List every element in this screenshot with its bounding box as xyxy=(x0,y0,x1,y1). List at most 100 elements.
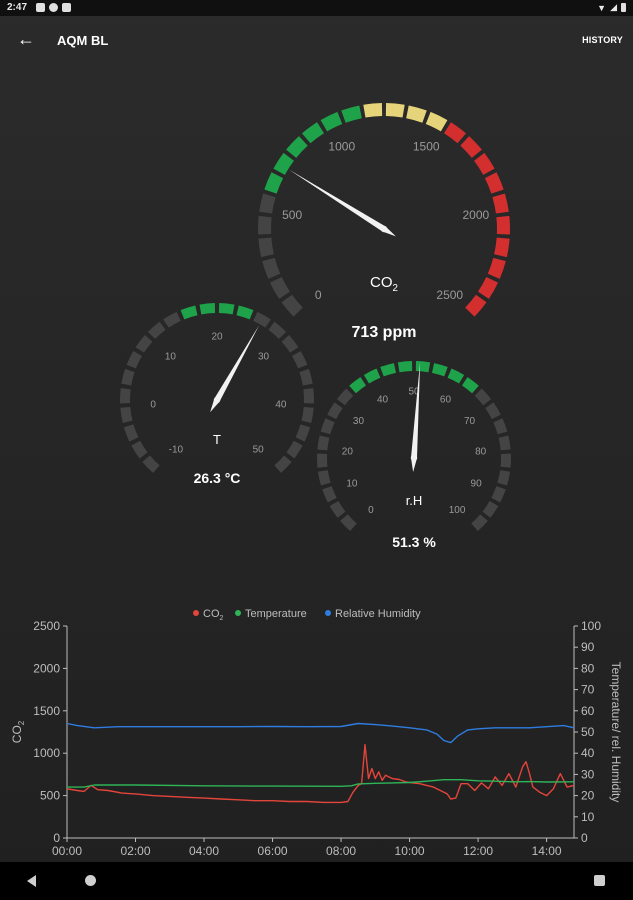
chart-right-tick-label: 10 xyxy=(581,810,595,824)
co2-tick-label: 1500 xyxy=(413,139,440,153)
co2-gauge-segment xyxy=(494,237,510,258)
co2-gauge-segment xyxy=(474,152,495,175)
humidity-gauge-segment xyxy=(415,361,431,373)
temperature-gauge-segment xyxy=(199,303,216,315)
co2-gauge-segment xyxy=(341,105,362,123)
humidity-gauge-segment xyxy=(485,402,501,420)
temperature-gauge-segment xyxy=(253,311,271,328)
humidity-gauge-segment xyxy=(349,377,366,394)
co2-gauge: 0 500 1000 1500 2000 2500 CO2 713 ppm xyxy=(258,103,511,341)
humidity-gauge-segment xyxy=(482,501,499,518)
nav-back-icon[interactable] xyxy=(27,875,36,887)
temperature-tick-label: -10 xyxy=(169,445,184,456)
chart-left-axis-title: CO2 xyxy=(10,720,26,743)
co2-tick-label: 0 xyxy=(315,288,322,302)
chart-right-tick-label: 80 xyxy=(581,661,595,675)
humidity-gauge-value: 51.3 % xyxy=(392,534,436,550)
notification-icon xyxy=(36,3,45,12)
chart-x-tick-label: 02:00 xyxy=(120,844,150,858)
chart-left-tick-label: 1000 xyxy=(33,746,60,760)
co2-gauge-segment xyxy=(264,172,284,194)
temperature-gauge-segment xyxy=(120,388,131,404)
humidity-tick-label: 70 xyxy=(464,416,476,427)
humidity-tick-label: 40 xyxy=(377,394,389,405)
temperature-gauge-segment xyxy=(126,350,142,369)
humidity-gauge-label-main: r.H xyxy=(406,493,423,508)
chart-left-tick-label: 0 xyxy=(53,831,60,845)
navigation-bar xyxy=(0,862,633,900)
chart-legend-marker xyxy=(325,610,331,616)
co2-gauge-value: 713 ppm xyxy=(352,324,417,341)
humidity-gauge-segment xyxy=(320,418,335,435)
co2-gauge-needle xyxy=(289,169,396,237)
co2-gauge-segment xyxy=(460,136,482,158)
system-icons: ▼ ◢ xyxy=(597,2,626,13)
chart-legend-label-main: Temperature xyxy=(245,608,307,620)
chart-right-tick-label: 0 xyxy=(581,831,588,845)
status-time: 2:47 xyxy=(7,2,28,13)
nav-home-icon[interactable] xyxy=(85,875,96,886)
chart-series-line-1 xyxy=(67,779,575,788)
temperature-gauge-segment xyxy=(268,321,287,339)
chart-x-tick-label: 14:00 xyxy=(532,844,562,858)
status-bar: 2:47 ▼ ◢ xyxy=(0,0,633,16)
co2-gauge-segment xyxy=(301,122,324,144)
history-button[interactable]: HISTORY xyxy=(582,35,623,45)
temperature-gauge-segment xyxy=(147,321,166,339)
temperature-gauge-segment xyxy=(121,368,135,386)
nav-recents-icon[interactable] xyxy=(594,875,605,886)
back-arrow-icon[interactable]: ← xyxy=(17,29,35,49)
chart-left-axis-title-main: CO xyxy=(10,725,24,743)
co2-gauge-hub xyxy=(380,225,388,233)
history-chart: 0 500 1000 1500 2000 2500 0 10 20 30 40 50 60 70 80 90 1… xyxy=(10,608,623,858)
chart-legend-label: CO2 xyxy=(203,608,224,622)
co2-tick-label: 2000 xyxy=(463,208,490,222)
humidity-tick-label: 30 xyxy=(353,416,365,427)
chart-series-line-2 xyxy=(66,722,575,744)
temperature-tick-label: 10 xyxy=(165,352,177,363)
humidity-tick-label: 100 xyxy=(449,505,466,516)
chart-right-tick-label: 30 xyxy=(581,767,595,781)
temperature-gauge-segment xyxy=(180,305,198,320)
co2-gauge-segment xyxy=(273,152,294,175)
temperature-tick-label: 40 xyxy=(275,399,287,410)
humidity-tick-label: 0 xyxy=(368,505,374,516)
notification-icon xyxy=(62,3,71,12)
humidity-gauge-segment xyxy=(397,361,413,373)
humidity-tick-label: 20 xyxy=(342,447,354,458)
chart-left-tick-label: 500 xyxy=(40,789,60,803)
battery-icon xyxy=(621,3,626,12)
humidity-gauge-segment xyxy=(317,435,330,451)
temperature-gauge-segment xyxy=(303,388,314,404)
co2-gauge-label: CO2 xyxy=(370,274,398,294)
humidity-gauge-segment xyxy=(462,377,479,394)
co2-gauge-segment xyxy=(406,105,427,123)
humidity-gauge-segment xyxy=(317,453,328,468)
chart-right-tick-label: 60 xyxy=(581,704,595,718)
chart-legend-marker xyxy=(193,610,199,616)
chart-x-tick-label: 04:00 xyxy=(189,844,219,858)
humidity-gauge-segment xyxy=(498,435,511,451)
notification-icons xyxy=(36,3,71,12)
humidity-gauge-segment xyxy=(322,486,337,503)
temperature-gauge-hub xyxy=(213,396,221,404)
co2-gauge-label-sub: 2 xyxy=(393,283,398,294)
co2-gauge-segment xyxy=(492,193,509,214)
chart-x-tick-label: 10:00 xyxy=(395,844,425,858)
app-toolbar: ← AQM BL HISTORY xyxy=(0,16,633,64)
signal-icon: ◢ xyxy=(610,2,617,12)
temperature-tick-label: 0 xyxy=(150,399,156,410)
humidity-gauge-segment xyxy=(317,470,331,486)
temperature-gauge-segment xyxy=(163,311,181,328)
humidity-gauge-segment xyxy=(447,368,465,384)
chart-right-tick-label: 90 xyxy=(581,640,595,654)
chart-left-tick-label: 2000 xyxy=(33,661,60,675)
temperature-gauge-segment xyxy=(135,335,153,353)
chart-legend-label-sub: 2 xyxy=(220,615,224,622)
co2-gauge-segment xyxy=(465,294,487,317)
temperature-gauge-segment xyxy=(281,335,299,353)
humidity-gauge-needle xyxy=(411,362,421,472)
co2-tick-label: 1000 xyxy=(328,139,355,153)
